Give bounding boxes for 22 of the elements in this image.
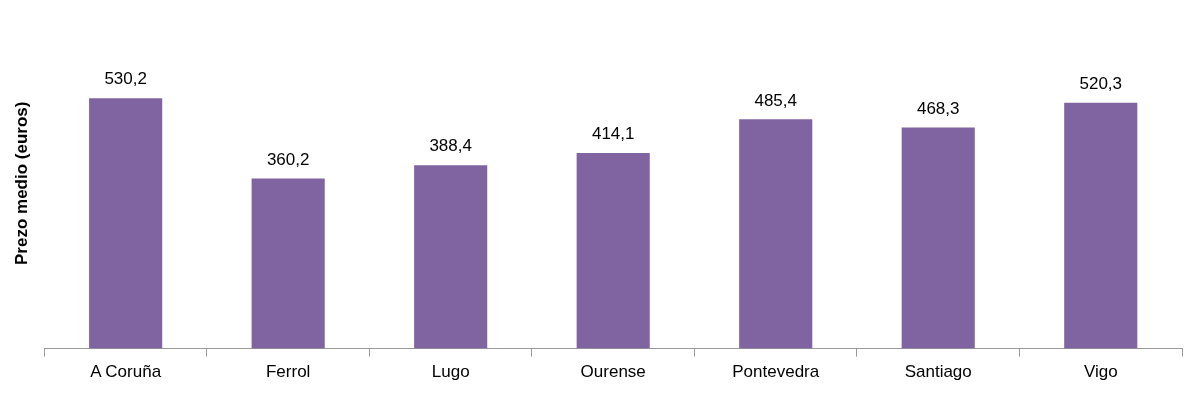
bar bbox=[901, 127, 975, 349]
x-tick-label: Lugo bbox=[431, 362, 470, 382]
x-tick-label: Ferrol bbox=[265, 362, 311, 382]
bar bbox=[414, 165, 488, 349]
data-label: 520,3 bbox=[1079, 74, 1123, 94]
x-tick-label: Vigo bbox=[1083, 362, 1118, 382]
bar bbox=[89, 98, 163, 349]
data-label: 530,2 bbox=[104, 69, 147, 89]
x-tick-label: Santiago bbox=[904, 362, 972, 382]
data-label: 485,4 bbox=[754, 90, 797, 110]
x-tick-label: A Coruña bbox=[90, 362, 162, 382]
x-tick-label: Pontevedra bbox=[732, 362, 820, 382]
data-label: 468,3 bbox=[916, 98, 960, 118]
data-label: 414,1 bbox=[591, 124, 635, 144]
bar bbox=[251, 178, 325, 349]
bar bbox=[739, 119, 813, 349]
data-label: 360,2 bbox=[266, 149, 310, 169]
bar bbox=[1064, 102, 1138, 349]
data-label: 388,4 bbox=[429, 136, 472, 156]
x-tick-label: Ourense bbox=[580, 362, 646, 382]
bar bbox=[576, 153, 650, 349]
y-axis-title: Prezo medio (euros) bbox=[11, 101, 31, 266]
